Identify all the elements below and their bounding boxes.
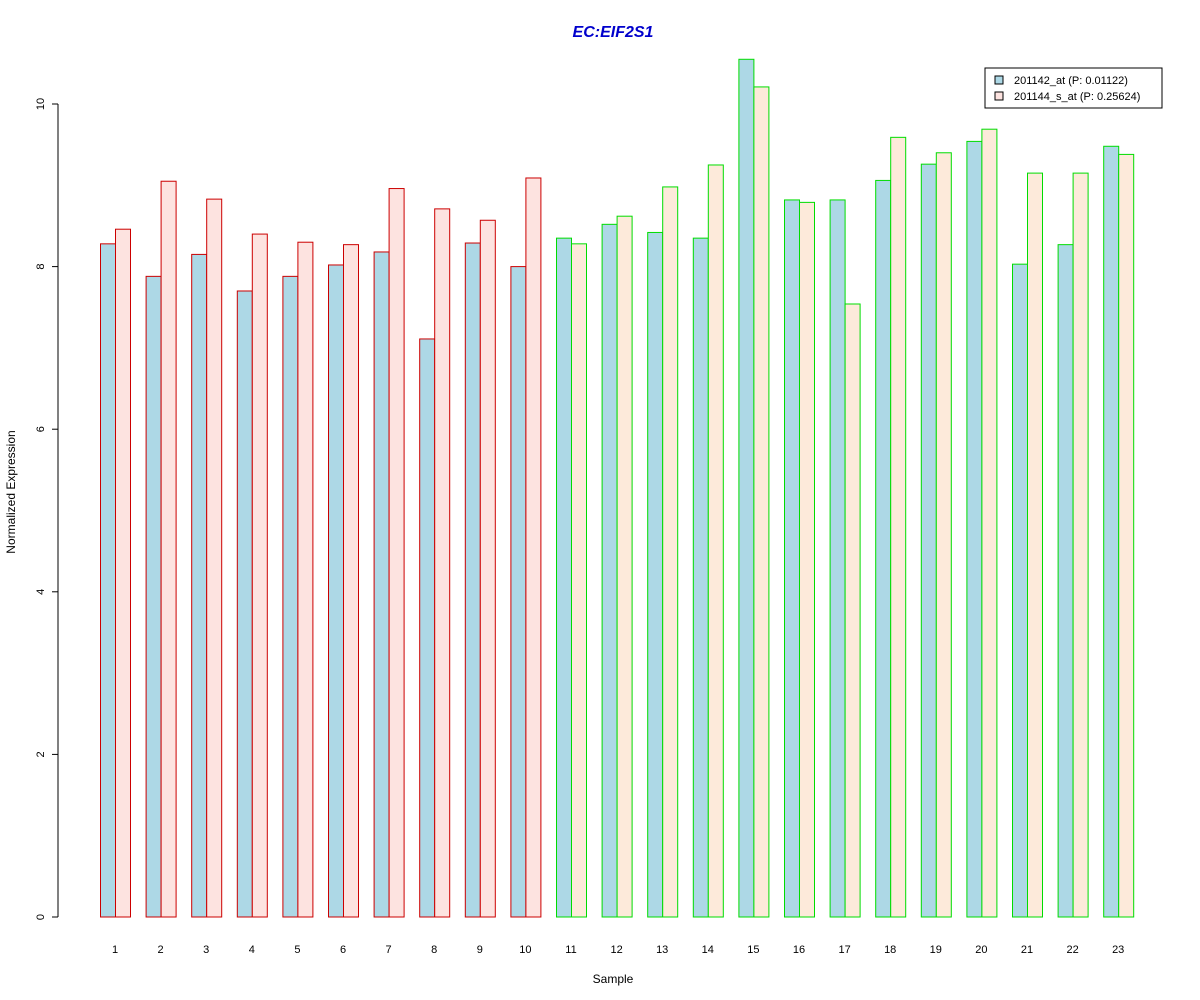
bar-series-2-sample-18 [890, 136, 907, 918]
bar-series-1-sample-17 [829, 199, 846, 918]
x-tick-label: 9 [477, 944, 483, 956]
bar-series-2-sample-13 [662, 186, 679, 918]
x-tick-label: 21 [1021, 944, 1033, 956]
bar-series-1-sample-16 [784, 199, 800, 918]
bar-series-1-sample-18 [875, 179, 892, 918]
bar-series-1-sample-10 [510, 266, 527, 918]
y-tick-label: 10 [35, 98, 47, 110]
bar-series-1-sample-3 [191, 253, 208, 918]
x-axis-label: Sample [593, 972, 634, 986]
bar-series-1-sample-7 [373, 251, 390, 918]
chart-title: EC:EIF2S1 [573, 24, 654, 41]
x-tick-label: 15 [747, 944, 759, 956]
x-tick-label: 5 [294, 944, 300, 956]
legend-swatch-series-1 [994, 75, 1004, 85]
bar-series-2-sample-2 [160, 180, 177, 918]
x-tick-label: 13 [656, 944, 668, 956]
bar-series-1-sample-15 [738, 58, 755, 918]
y-tick-label: 0 [35, 914, 47, 920]
x-tick-label: 12 [610, 944, 622, 956]
x-tick-label: 8 [431, 944, 437, 956]
y-tick-label: 6 [35, 426, 47, 432]
bar-series-2-sample-14 [707, 164, 724, 918]
bar-series-1-sample-21 [1012, 263, 1028, 918]
bar-series-2-sample-8 [434, 208, 451, 918]
bar-series-1-sample-9 [464, 242, 481, 918]
y-tick-label: 4 [35, 589, 47, 595]
bar-series-1-sample-6 [328, 264, 344, 918]
x-tick-label: 1 [112, 944, 118, 956]
x-tick-label: 4 [249, 944, 255, 956]
bar-series-2-sample-5 [297, 241, 314, 918]
x-tick-label: 17 [838, 944, 850, 956]
bar-series-1-sample-19 [920, 163, 937, 918]
bar-series-1-sample-14 [692, 237, 709, 918]
bar-series-2-sample-12 [616, 215, 633, 918]
bar-series-1-sample-1 [100, 243, 116, 918]
legend: 201142_at (P: 0.01122) 201144_s_at (P: 0… [984, 67, 1163, 109]
bar-series-1-sample-23 [1103, 145, 1120, 918]
bar-series-1-sample-13 [647, 231, 664, 918]
y-axis: 0 2 4 6 8 10 [35, 98, 59, 920]
bar-series-2-sample-10 [525, 177, 542, 918]
x-tick-label: 20 [975, 944, 987, 956]
x-tick-label: 18 [884, 944, 896, 956]
bar-series-1-sample-22 [1057, 244, 1074, 918]
bar-series-1-sample-4 [236, 290, 253, 918]
bar-series-1-sample-20 [966, 140, 983, 918]
x-tick-label: 7 [386, 944, 392, 956]
x-tick-labels: 1 2 3 4 5 6 7 8 9 10 11 12 13 14 15 16 17 18 19 20 21 22 23 [112, 944, 1124, 956]
x-tick-label: 23 [1112, 944, 1124, 956]
legend-label-series-2: 201144_s_at (P: 0.25624) [1014, 91, 1140, 103]
bar-series-2-sample-15 [753, 86, 770, 918]
bar-series-2-sample-22 [1072, 172, 1089, 918]
legend-box [984, 67, 1163, 109]
bar-series-2-sample-9 [479, 219, 496, 918]
bar-series-2-sample-17 [844, 303, 861, 918]
bar-series-2-sample-20 [981, 128, 998, 918]
bar-series-2-sample-7 [388, 188, 405, 918]
bar-series-2-sample-23 [1118, 153, 1135, 918]
x-tick-label: 16 [793, 944, 805, 956]
bar-series-2-sample-6 [343, 244, 359, 918]
bar-series-2-sample-3 [206, 198, 223, 918]
x-tick-label: 10 [519, 944, 531, 956]
bar-series-2-sample-4 [251, 233, 268, 918]
bar-series-2-sample-1 [115, 228, 131, 918]
bar-series-2-sample-16 [799, 201, 815, 918]
x-tick-label: 3 [203, 944, 209, 956]
bar-series-1-sample-8 [419, 338, 436, 918]
x-tick-label: 22 [1066, 944, 1078, 956]
x-tick-label: 6 [340, 944, 346, 956]
legend-label-series-1: 201142_at (P: 0.01122) [1014, 75, 1128, 87]
bar-series-2-sample-19 [935, 152, 952, 918]
x-tick-label: 2 [158, 944, 164, 956]
x-tick-label: 11 [565, 944, 576, 956]
bars [100, 58, 1135, 918]
x-tick-label: 14 [702, 944, 714, 956]
legend-swatch-series-2 [994, 91, 1004, 101]
y-axis-label: Normalized Expression [4, 430, 18, 553]
bar-series-1-sample-12 [601, 223, 618, 918]
bar-series-2-sample-11 [571, 243, 587, 918]
x-tick-label: 19 [930, 944, 942, 956]
y-tick-label: 2 [35, 751, 47, 757]
bar-series-1-sample-11 [556, 237, 572, 918]
y-tick-label: 8 [35, 264, 47, 270]
bar-series-2-sample-21 [1027, 172, 1043, 918]
bar-series-1-sample-5 [282, 275, 299, 918]
bar-series-1-sample-2 [145, 275, 162, 918]
